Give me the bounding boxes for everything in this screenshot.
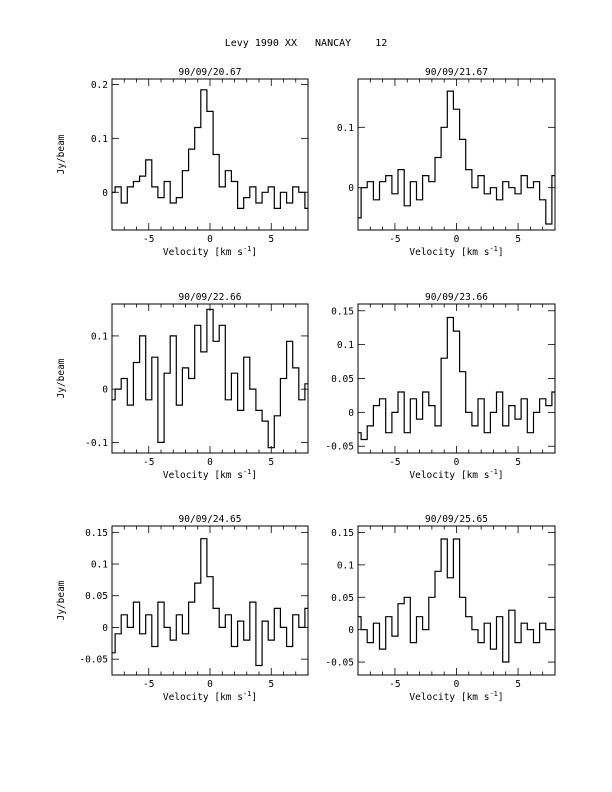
plot-frame bbox=[357, 525, 556, 676]
x-tick-label: 5 bbox=[515, 679, 521, 690]
plot-frame bbox=[111, 303, 309, 454]
panel-title: 90/09/23.66 bbox=[425, 292, 488, 303]
x-tick-label: 0 bbox=[207, 679, 213, 690]
plot-frame bbox=[111, 525, 309, 676]
y-axis-label: Jy/beam bbox=[56, 358, 67, 398]
panel-3: 90/09/22.66 -5 0 5 -0.1 0 0.1 Velocity [km s-1]… bbox=[56, 292, 309, 481]
y-tick-label: 0 bbox=[348, 408, 354, 419]
y-tick-label: -0.05 bbox=[325, 442, 354, 453]
spectrum-line bbox=[112, 308, 308, 449]
panel-2: 90/09/21.67 -5 0 5 0 0.1 Velocity [km s-1] bbox=[337, 67, 556, 258]
y-tick-label: 0 bbox=[102, 385, 108, 396]
x-axis-label: Velocity [km s-1] bbox=[409, 690, 503, 703]
spectrum-line bbox=[112, 538, 308, 667]
spectrum-line bbox=[112, 89, 308, 209]
y-tick-label: 0.15 bbox=[331, 528, 354, 539]
panel-title: 90/09/22.66 bbox=[179, 292, 242, 303]
panel-title: 90/09/24.65 bbox=[179, 514, 242, 525]
x-tick-label: -5 bbox=[389, 457, 400, 468]
panel-6: 90/09/25.65 -5 0 5 -0.05 0 0.05 0.1 0.15 Velocity… bbox=[325, 514, 556, 703]
y-tick-label: 0.1 bbox=[91, 331, 108, 342]
plot-frame bbox=[357, 303, 556, 454]
y-tick-label: 0.1 bbox=[337, 560, 354, 571]
y-tick-label: 0.2 bbox=[91, 80, 108, 91]
x-axis-label: Velocity [km s-1] bbox=[163, 245, 257, 258]
y-tick-label: 0.05 bbox=[331, 374, 354, 385]
y-tick-label: -0.1 bbox=[85, 438, 108, 449]
x-axis-label: Velocity [km s-1] bbox=[163, 690, 257, 703]
y-tick-label: 0.1 bbox=[91, 134, 108, 145]
panel-title: 90/09/21.67 bbox=[425, 67, 488, 78]
x-axis-label: Velocity [km s-1] bbox=[163, 468, 257, 481]
plot-frame bbox=[111, 78, 309, 231]
panel-5: 90/09/24.65 -5 0 5 -0.05 0 0.05 0.1 0.15 Velocity… bbox=[56, 514, 309, 703]
y-tick-label: 0.15 bbox=[85, 528, 108, 539]
y-tick-label: -0.05 bbox=[79, 655, 108, 666]
y-tick-label: 0.15 bbox=[331, 306, 354, 317]
y-tick-label: 0.1 bbox=[337, 123, 354, 134]
y-tick-label: 0 bbox=[348, 183, 354, 194]
x-tick-label: 0 bbox=[454, 679, 460, 690]
panel-title: 90/09/25.65 bbox=[425, 514, 488, 525]
x-tick-label: -5 bbox=[389, 234, 400, 245]
x-tick-label: 0 bbox=[207, 234, 213, 245]
spectrum-line bbox=[358, 316, 555, 441]
x-tick-label: -5 bbox=[389, 679, 400, 690]
y-axis-label: Jy/beam bbox=[56, 580, 67, 620]
figure-title: Levy 1990 XX NANCAY 12 bbox=[224, 38, 388, 49]
spectrum-line bbox=[358, 90, 555, 225]
x-tick-label: -5 bbox=[143, 234, 154, 245]
y-tick-label: 0.1 bbox=[337, 340, 354, 351]
panel-4: 90/09/23.66 -5 0 5 -0.05 0 0.05 0.1 0.15 Velocity… bbox=[325, 292, 556, 481]
y-tick-label: 0 bbox=[348, 625, 354, 636]
y-tick-label: 0.05 bbox=[85, 591, 108, 602]
x-tick-label: 5 bbox=[268, 679, 274, 690]
y-tick-label: 0.05 bbox=[331, 593, 354, 604]
x-axis-label: Velocity [km s-1] bbox=[409, 468, 503, 481]
spectrum-line bbox=[358, 538, 555, 663]
x-tick-label: 0 bbox=[454, 457, 460, 468]
x-tick-label: 0 bbox=[454, 234, 460, 245]
x-tick-label: -5 bbox=[143, 679, 154, 690]
y-tick-label: 0 bbox=[102, 188, 108, 199]
x-tick-label: 5 bbox=[268, 457, 274, 468]
x-tick-label: 5 bbox=[515, 234, 521, 245]
panel-title: 90/09/20.67 bbox=[179, 67, 242, 78]
plot-frame bbox=[357, 78, 556, 231]
x-axis-label: Velocity [km s-1] bbox=[409, 245, 503, 258]
y-tick-label: 0 bbox=[102, 623, 108, 634]
x-tick-label: 5 bbox=[268, 234, 274, 245]
panel-1: 90/09/20.67 -5 0 5 0 0.1 0.2 Velocity [km s-1] J… bbox=[56, 67, 309, 258]
y-tick-label: -0.05 bbox=[325, 658, 354, 669]
x-tick-label: -5 bbox=[143, 457, 154, 468]
x-tick-label: 5 bbox=[515, 457, 521, 468]
x-tick-label: 0 bbox=[207, 457, 213, 468]
y-axis-label: Jy/beam bbox=[56, 134, 67, 174]
y-tick-label: 0.1 bbox=[91, 560, 108, 571]
